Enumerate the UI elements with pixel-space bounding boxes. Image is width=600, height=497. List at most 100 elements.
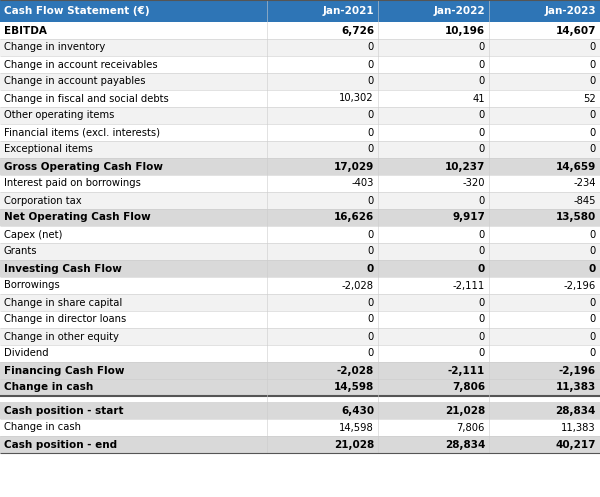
Text: Exceptional items: Exceptional items xyxy=(4,145,93,155)
Text: Cash position - end: Cash position - end xyxy=(4,439,117,449)
Text: -234: -234 xyxy=(574,178,596,188)
Bar xyxy=(0,396,600,402)
Text: Change in account payables: Change in account payables xyxy=(4,77,146,86)
Text: 0: 0 xyxy=(479,247,485,256)
Text: 0: 0 xyxy=(479,43,485,53)
Text: 0: 0 xyxy=(478,263,485,273)
Text: 0: 0 xyxy=(479,331,485,341)
Text: 0: 0 xyxy=(590,348,596,358)
Bar xyxy=(0,311,600,328)
Bar xyxy=(0,22,600,39)
Text: 41: 41 xyxy=(472,93,485,103)
Text: 0: 0 xyxy=(479,348,485,358)
Bar xyxy=(0,419,600,436)
Text: Change in other equity: Change in other equity xyxy=(4,331,119,341)
Bar xyxy=(0,328,600,345)
Text: 0: 0 xyxy=(479,77,485,86)
Text: 0: 0 xyxy=(368,43,374,53)
Bar xyxy=(0,436,600,453)
Bar xyxy=(0,243,600,260)
Bar xyxy=(0,294,600,311)
Text: 0: 0 xyxy=(590,230,596,240)
Text: EBITDA: EBITDA xyxy=(4,25,47,35)
Text: 0: 0 xyxy=(590,331,596,341)
Text: 9,917: 9,917 xyxy=(452,213,485,223)
Bar xyxy=(0,124,600,141)
Text: Net Operating Cash Flow: Net Operating Cash Flow xyxy=(4,213,151,223)
Text: 11,383: 11,383 xyxy=(556,383,596,393)
Text: 6,430: 6,430 xyxy=(341,406,374,415)
Bar xyxy=(0,56,600,73)
Text: Financial items (excl. interests): Financial items (excl. interests) xyxy=(4,128,160,138)
Text: 0: 0 xyxy=(368,348,374,358)
Text: Interest paid on borrowings: Interest paid on borrowings xyxy=(4,178,141,188)
Text: 7,806: 7,806 xyxy=(452,383,485,393)
Text: Jan-2023: Jan-2023 xyxy=(544,6,596,16)
Text: 0: 0 xyxy=(590,145,596,155)
Text: 10,302: 10,302 xyxy=(340,93,374,103)
Text: 52: 52 xyxy=(583,93,596,103)
Bar xyxy=(0,175,600,192)
Text: 14,598: 14,598 xyxy=(334,383,374,393)
Text: 14,598: 14,598 xyxy=(339,422,374,432)
Bar xyxy=(0,73,600,90)
Text: 21,028: 21,028 xyxy=(445,406,485,415)
Text: 0: 0 xyxy=(479,145,485,155)
Text: Corporation tax: Corporation tax xyxy=(4,195,82,205)
Bar xyxy=(0,192,600,209)
Text: Grants: Grants xyxy=(4,247,37,256)
Text: 21,028: 21,028 xyxy=(334,439,374,449)
Text: 0: 0 xyxy=(589,263,596,273)
Text: 0: 0 xyxy=(368,247,374,256)
Text: 0: 0 xyxy=(590,77,596,86)
Text: 0: 0 xyxy=(367,263,374,273)
Bar xyxy=(0,141,600,158)
Text: 0: 0 xyxy=(368,195,374,205)
Text: 14,659: 14,659 xyxy=(556,162,596,171)
Text: 40,217: 40,217 xyxy=(556,439,596,449)
Text: Jan-2022: Jan-2022 xyxy=(433,6,485,16)
Text: 14,607: 14,607 xyxy=(556,25,596,35)
Text: 0: 0 xyxy=(590,60,596,70)
Bar xyxy=(0,277,600,294)
Text: 13,580: 13,580 xyxy=(556,213,596,223)
Text: 11,383: 11,383 xyxy=(562,422,596,432)
Text: -320: -320 xyxy=(463,178,485,188)
Text: Borrowings: Borrowings xyxy=(4,280,60,291)
Text: 0: 0 xyxy=(479,298,485,308)
Text: 0: 0 xyxy=(368,230,374,240)
Text: Change in cash: Change in cash xyxy=(4,422,81,432)
Text: 0: 0 xyxy=(590,128,596,138)
Bar xyxy=(0,402,600,419)
Text: -2,111: -2,111 xyxy=(448,365,485,376)
Text: 0: 0 xyxy=(368,77,374,86)
Bar xyxy=(0,379,600,396)
Text: Financing Cash Flow: Financing Cash Flow xyxy=(4,365,125,376)
Text: 0: 0 xyxy=(590,247,596,256)
Bar xyxy=(0,39,600,56)
Text: 0: 0 xyxy=(368,110,374,120)
Text: 0: 0 xyxy=(368,60,374,70)
Text: Dividend: Dividend xyxy=(4,348,49,358)
Text: Cash position - start: Cash position - start xyxy=(4,406,124,415)
Text: Investing Cash Flow: Investing Cash Flow xyxy=(4,263,122,273)
Text: 6,726: 6,726 xyxy=(341,25,374,35)
Text: 0: 0 xyxy=(590,43,596,53)
Text: Change in account receivables: Change in account receivables xyxy=(4,60,158,70)
Text: 0: 0 xyxy=(479,315,485,325)
Text: 0: 0 xyxy=(479,230,485,240)
Bar xyxy=(0,107,600,124)
Text: Change in share capital: Change in share capital xyxy=(4,298,122,308)
Text: Jan-2021: Jan-2021 xyxy=(322,6,374,16)
Text: Capex (net): Capex (net) xyxy=(4,230,62,240)
Text: 0: 0 xyxy=(368,331,374,341)
Bar xyxy=(0,90,600,107)
Text: Change in fiscal and social debts: Change in fiscal and social debts xyxy=(4,93,169,103)
Text: 0: 0 xyxy=(368,315,374,325)
Text: Change in director loans: Change in director loans xyxy=(4,315,126,325)
Text: -2,196: -2,196 xyxy=(564,280,596,291)
Text: Change in cash: Change in cash xyxy=(4,383,93,393)
Bar xyxy=(0,260,600,277)
Text: 28,834: 28,834 xyxy=(556,406,596,415)
Bar xyxy=(0,362,600,379)
